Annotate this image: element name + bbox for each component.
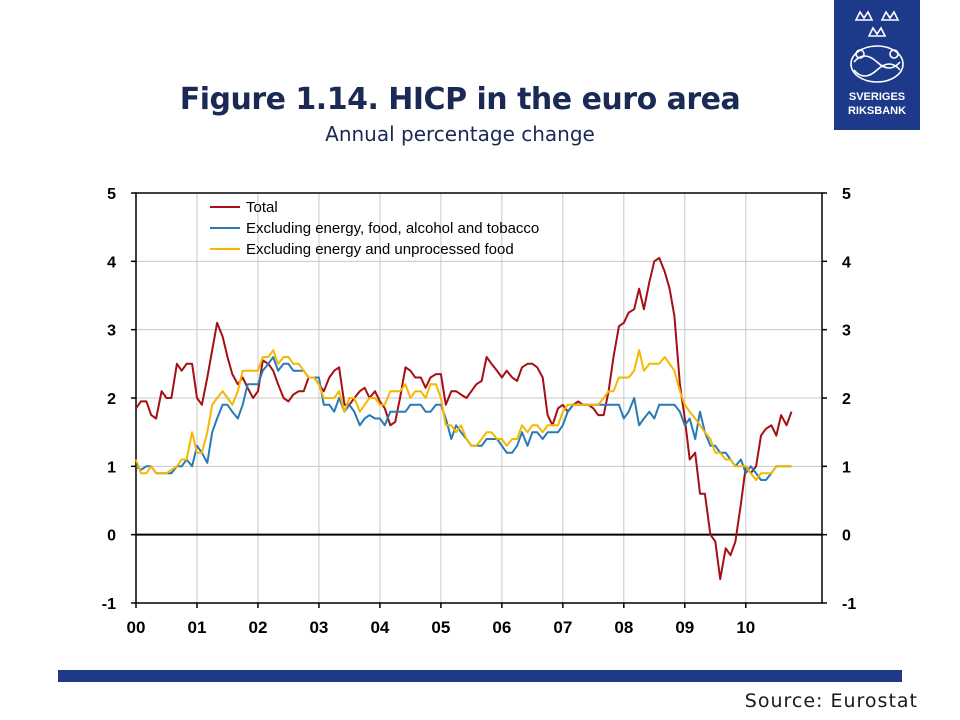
y-tick-label-left: 4 [107, 254, 116, 271]
y-tick-label-right: 5 [842, 186, 851, 203]
y-tick-label-right: 1 [842, 459, 851, 476]
y-tick-label-right: 3 [842, 323, 851, 340]
y-tick-label-left: 3 [107, 323, 116, 340]
legend-label-1: Total [246, 199, 278, 216]
x-tick-label: 01 [188, 618, 207, 637]
y-tick-label-right: 4 [842, 254, 851, 271]
x-tick-label: 09 [675, 618, 694, 637]
source-note: Source: Eurostat [744, 690, 918, 712]
y-tick-label-left: 5 [107, 186, 116, 203]
series-line-2 [135, 356, 792, 481]
y-tick-label-right: 2 [842, 391, 851, 408]
y-tick-label-left: 0 [107, 528, 116, 545]
logo-line2: RIKSBANK [848, 105, 906, 117]
x-tick-label: 10 [736, 618, 755, 637]
x-tick-label: 03 [309, 618, 328, 637]
x-tick-label: 07 [553, 618, 572, 637]
x-tick-label: 04 [370, 618, 389, 637]
legend-label-2: Excluding energy, food, alcohol and toba… [246, 220, 539, 237]
legend-label-3: Excluding energy and unprocessed food [246, 241, 514, 258]
x-tick-label: 06 [492, 618, 511, 637]
riksbank-crest-icon: SVERIGES RIKSBANK [848, 10, 906, 117]
logo-line1: SVERIGES [849, 91, 905, 103]
y-tick-label-right: -1 [842, 596, 856, 613]
series-line-3 [135, 349, 792, 481]
y-tick-label-left: 2 [107, 391, 116, 408]
chart-subtitle: Annual percentage change [325, 122, 595, 146]
y-tick-label-right: 0 [842, 528, 851, 545]
x-tick-label: 00 [127, 618, 146, 637]
footer-bar [58, 670, 902, 682]
series-line-1 [135, 256, 793, 581]
y-tick-label-left: -1 [102, 596, 116, 613]
riksbank-logo: SVERIGES RIKSBANK [834, 0, 920, 130]
x-tick-label: 05 [431, 618, 450, 637]
x-tick-label: 08 [614, 618, 633, 637]
x-tick-label: 02 [248, 618, 267, 637]
chart-title: Figure 1.14. HICP in the euro area [179, 82, 741, 117]
y-tick-label-left: 1 [107, 459, 116, 476]
